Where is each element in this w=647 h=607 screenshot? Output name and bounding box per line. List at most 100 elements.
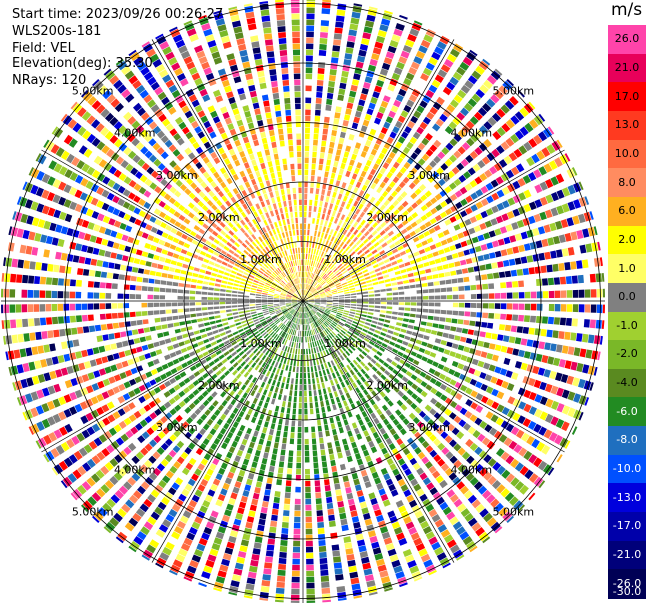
- ppi-gate: [127, 236, 135, 244]
- ppi-gate: [336, 363, 341, 370]
- ppi-gate: [329, 392, 334, 399]
- ppi-gate: [403, 489, 412, 498]
- ppi-gate: [487, 475, 497, 486]
- ppi-gate: [323, 177, 328, 184]
- ppi-gate: [548, 304, 555, 312]
- ppi-gate: [213, 504, 221, 513]
- ppi-gate: [137, 268, 145, 274]
- ppi-gate: [184, 339, 191, 345]
- ppi-gate: [347, 279, 353, 284]
- ppi-gate: [453, 415, 462, 424]
- ppi-gate: [365, 334, 372, 339]
- ppi-gate: [343, 272, 349, 277]
- ppi-gate: [306, 284, 310, 290]
- ppi-gate: [347, 498, 355, 506]
- ppi-gate: [160, 280, 167, 285]
- ppi-gate: [440, 256, 447, 263]
- ppi-gate: [348, 377, 354, 384]
- ppi-gate: [310, 175, 315, 182]
- ppi-gate: [219, 265, 226, 270]
- ppi-gate: [353, 595, 363, 599]
- ppi-gate: [385, 315, 392, 319]
- ppi-gate: [197, 340, 204, 346]
- ppi-gate: [153, 295, 160, 300]
- ppi-gate: [340, 432, 346, 440]
- ppi-gate: [284, 498, 291, 505]
- ppi-gate: [389, 554, 399, 562]
- ppi-gate: [371, 230, 378, 236]
- ppi-gate: [516, 163, 525, 173]
- ppi-gate: [456, 66, 466, 76]
- ppi-gate: [330, 312, 336, 315]
- ppi-gate: [578, 378, 586, 389]
- ppi-gate: [259, 591, 269, 599]
- ppi-gate: [338, 275, 344, 280]
- ppi-gate: [163, 265, 170, 271]
- ppi-gate: [304, 175, 309, 182]
- ppi-gate: [337, 273, 343, 278]
- ppi-gate: [230, 398, 237, 406]
- ppi-gate: [326, 296, 333, 299]
- ppi-gate: [276, 430, 281, 437]
- ppi-gate: [567, 201, 576, 211]
- ppi-gate: [182, 333, 189, 339]
- ppi-gate: [533, 423, 542, 433]
- ppi-gate: [264, 446, 271, 453]
- ppi-gate: [389, 181, 396, 188]
- ppi-gate: [314, 297, 321, 299]
- ppi-gate: [245, 521, 253, 529]
- ppi-gate: [308, 298, 315, 300]
- ppi-gate: [432, 123, 441, 132]
- ppi-gate: [435, 118, 444, 127]
- ppi-gate: [241, 438, 248, 446]
- ppi-gate: [392, 302, 399, 305]
- ppi-gate: [144, 242, 152, 250]
- ppi-gate: [467, 267, 474, 273]
- ppi-gate: [323, 322, 328, 328]
- ppi-gate: [336, 326, 342, 331]
- ppi-gate: [417, 333, 424, 339]
- ppi-gate: [306, 19, 315, 26]
- ppi-gate: [371, 277, 378, 282]
- ppi-gate: [72, 339, 80, 347]
- ppi-gate: [507, 183, 516, 193]
- ppi-gate: [320, 294, 326, 297]
- ppi-gate: [507, 396, 516, 405]
- ppi-gate: [237, 308, 244, 311]
- ppi-gate: [180, 347, 188, 353]
- ppi-gate: [240, 495, 248, 503]
- ppi-gate: [367, 173, 374, 181]
- ppi-gate: [57, 291, 64, 299]
- ppi-gate: [438, 347, 445, 353]
- ppi-gate: [81, 349, 88, 358]
- ppi-gate: [322, 183, 327, 190]
- ppi-gate: [465, 387, 473, 395]
- ppi-gate: [560, 304, 567, 312]
- ppi-gate: [353, 229, 359, 236]
- ppi-gate: [500, 173, 509, 182]
- ppi-gate: [346, 139, 353, 147]
- ppi-gate: [345, 424, 351, 432]
- ppi-gate: [405, 521, 415, 530]
- ppi-gate: [457, 89, 467, 99]
- ppi-gate: [224, 370, 230, 377]
- ppi-gate: [333, 319, 339, 324]
- ppi-gate: [523, 203, 532, 213]
- ppi-gate: [223, 457, 231, 465]
- ppi-gate: [362, 294, 369, 298]
- ppi-gate: [292, 366, 296, 372]
- ppi-gate: [331, 544, 340, 551]
- ppi-gate: [448, 472, 458, 481]
- ppi-gate: [440, 302, 447, 307]
- ppi-gate: [380, 127, 388, 135]
- ppi-gate: [270, 372, 275, 379]
- ppi-gate: [383, 258, 390, 264]
- ppi-gate: [503, 259, 510, 267]
- ppi-gate: [465, 337, 473, 344]
- ppi-gate: [222, 482, 230, 491]
- ppi-gate: [180, 543, 191, 552]
- ppi-gate: [339, 234, 345, 241]
- ppi-gate: [289, 444, 294, 451]
- ppi-gate: [232, 312, 239, 315]
- ppi-gate: [338, 206, 344, 213]
